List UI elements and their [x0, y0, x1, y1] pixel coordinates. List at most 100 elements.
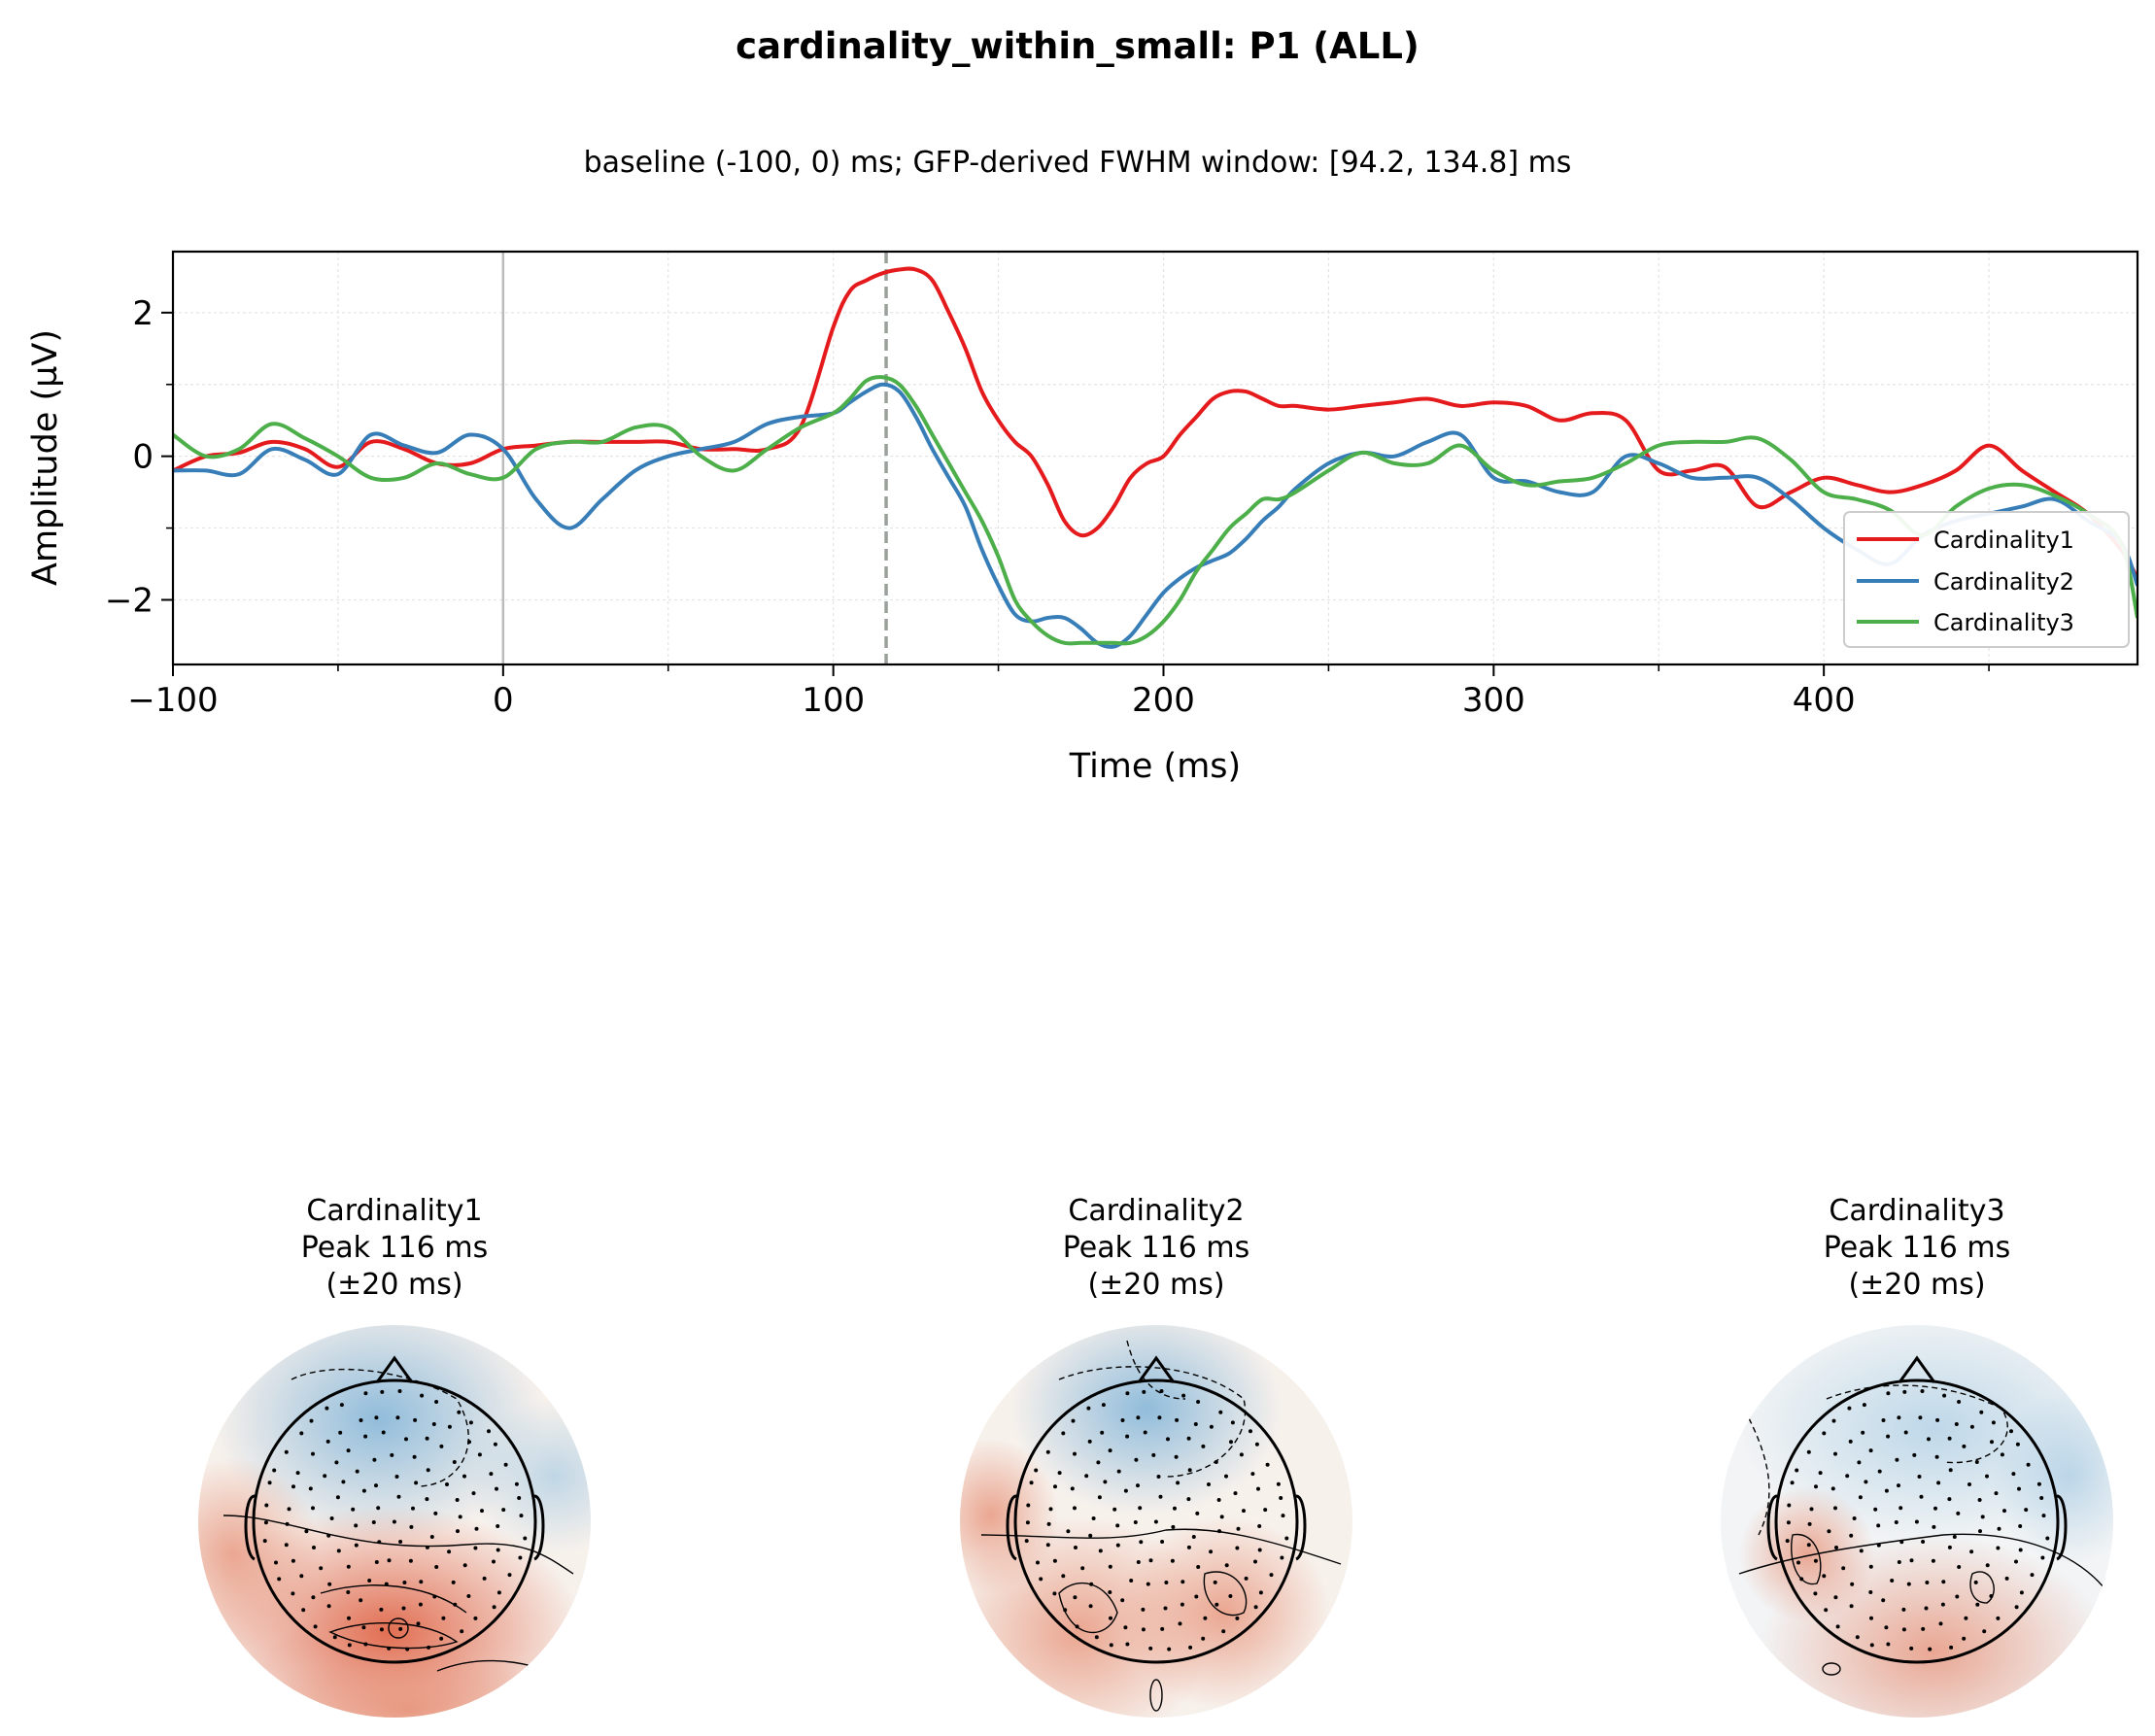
sensor-dot	[1101, 1403, 1106, 1408]
sensor-dot	[1933, 1506, 1937, 1511]
sensor-dots	[1024, 1389, 1289, 1651]
topomap-title-line1: Cardinality2	[1068, 1194, 1244, 1228]
sensor-dot	[1914, 1519, 1919, 1524]
sensor-dot	[489, 1472, 494, 1477]
sensor-dot	[1052, 1558, 1057, 1563]
series-group	[173, 266, 2138, 649]
sensor-dot	[379, 1627, 384, 1632]
sensor-dot	[1848, 1439, 1853, 1444]
sensor-dot	[457, 1410, 462, 1414]
sensor-dot	[335, 1495, 340, 1500]
sensor-dot	[1806, 1449, 1811, 1454]
sensor-dot	[1969, 1549, 1974, 1554]
sensor-dot	[1873, 1507, 1878, 1512]
sensor-dot	[334, 1460, 339, 1465]
sensor-dot	[2024, 1508, 2029, 1513]
sensor-dot	[1979, 1410, 1984, 1414]
sensor-dot	[1990, 1440, 1994, 1445]
sensor-dot	[1806, 1543, 1811, 1548]
sensor-dot	[1852, 1516, 1857, 1520]
sensor-dot	[274, 1560, 278, 1565]
sensor-dot	[1029, 1481, 1034, 1485]
sensor-dot	[1136, 1483, 1140, 1488]
sensor-dot	[1036, 1560, 1040, 1565]
sensor-dot	[1253, 1605, 1258, 1610]
sensor-dot	[427, 1645, 431, 1650]
sensor-dot	[1160, 1540, 1165, 1544]
sensor-dot	[2002, 1509, 2006, 1514]
sensor-dot	[1125, 1391, 1130, 1396]
topomap-title-line2: Peak 116 ms	[301, 1231, 488, 1265]
sensor-dot	[517, 1496, 522, 1500]
sensor-dot	[2004, 1576, 2009, 1581]
figure-title: cardinality_within_small: P1 (ALL)	[735, 25, 1420, 67]
topomap-title-line1: Cardinality3	[1829, 1194, 2004, 1228]
sensor-dot	[1052, 1591, 1057, 1596]
sensor-dot	[1159, 1389, 1164, 1393]
sensor-dot	[1824, 1608, 1829, 1613]
sensor-dot	[1886, 1391, 1891, 1396]
sensor-dot	[1176, 1481, 1180, 1485]
sensor-dot	[1217, 1529, 1221, 1534]
sensor-dot	[291, 1484, 295, 1489]
sensor-dot	[447, 1549, 452, 1554]
sensor-dot	[1207, 1482, 1211, 1486]
sensor-dot	[1239, 1452, 1244, 1457]
sensor-dot	[1125, 1434, 1130, 1439]
sensor-dot	[1957, 1565, 1962, 1569]
sensor-dot	[1869, 1616, 1873, 1620]
sensor-dot	[1160, 1626, 1165, 1631]
sensor-dot	[1249, 1429, 1252, 1434]
sensor-dot	[1108, 1564, 1112, 1569]
sensor-dot	[372, 1457, 377, 1462]
sensor-dot	[1258, 1590, 1263, 1595]
sensor-dot	[425, 1497, 429, 1502]
plot-frame	[171, 250, 2139, 666]
sensor-dot	[1201, 1444, 1206, 1448]
sensor-dot	[1096, 1460, 1101, 1465]
sensor-dot	[1116, 1469, 1121, 1474]
sensor-dot	[1932, 1524, 1936, 1529]
sensor-dot	[2039, 1496, 2044, 1500]
sensor-dot	[1964, 1616, 1968, 1620]
y-tick-label: −2	[105, 581, 154, 620]
sensor-dot	[1063, 1608, 1068, 1613]
sensor-dot	[412, 1454, 417, 1459]
sensor-dot	[1156, 1475, 1161, 1479]
sensor-dot	[433, 1511, 438, 1515]
axis-ticks: −100 0 100 200 300 400 2 0 −2	[105, 294, 1990, 720]
sensor-dot	[1985, 1563, 1990, 1568]
sensor-dot	[1855, 1635, 1860, 1640]
sensor-dot	[1849, 1533, 1854, 1538]
sensor-dot	[473, 1546, 478, 1550]
sensor-dot	[425, 1545, 429, 1549]
sensor-dot	[1947, 1497, 1952, 1502]
sensor-dot	[1276, 1481, 1281, 1486]
sensor-dot	[432, 1594, 437, 1599]
sensor-dot	[493, 1442, 497, 1447]
sensor-dot	[496, 1524, 500, 1528]
sensor-dot	[277, 1577, 282, 1582]
sensor-dot	[1228, 1594, 1233, 1598]
sensor-dot	[387, 1646, 392, 1651]
sensor-dot	[1279, 1496, 1283, 1500]
sensor-dot	[367, 1579, 372, 1583]
sensor-dot	[1209, 1549, 1214, 1554]
sensor-dot	[1833, 1595, 1838, 1600]
sensor-dot	[1809, 1507, 1814, 1512]
sensor-dot	[1980, 1515, 1985, 1519]
sensor-dot	[1214, 1602, 1219, 1607]
sensor-dot	[395, 1415, 400, 1420]
sensor-dot	[1902, 1389, 1907, 1394]
sensor-dot	[311, 1595, 316, 1600]
head-outline	[1006, 1355, 1307, 1664]
sensor-dot	[1920, 1389, 1925, 1393]
sensor-dot	[1973, 1580, 1978, 1584]
sensor-dot	[1909, 1558, 1914, 1563]
sensor-dot	[1153, 1519, 1158, 1524]
sensor-dot	[439, 1636, 444, 1641]
sensor-dot	[1256, 1486, 1260, 1491]
legend-box	[1843, 511, 2130, 648]
sensor-dot	[284, 1543, 289, 1548]
sensor-dot	[374, 1483, 378, 1488]
